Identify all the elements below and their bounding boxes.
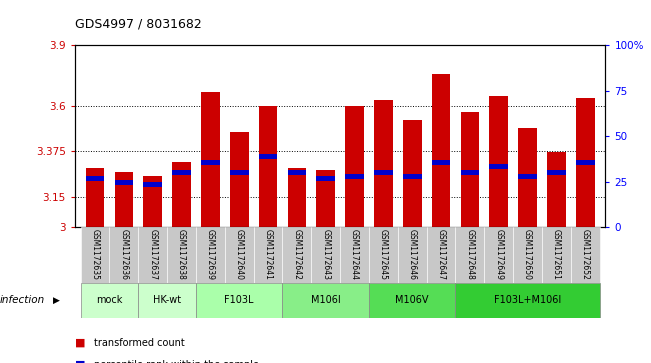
Bar <box>283 283 369 318</box>
Bar <box>340 227 369 283</box>
Bar <box>456 283 600 318</box>
Bar <box>518 128 537 227</box>
Text: infection: infection <box>0 295 46 305</box>
Bar <box>115 180 133 185</box>
Bar <box>288 168 306 227</box>
Text: GSM1172641: GSM1172641 <box>264 229 273 280</box>
Bar <box>426 227 456 283</box>
Bar <box>143 182 162 187</box>
Bar <box>398 227 426 283</box>
Text: GSM1172645: GSM1172645 <box>379 229 388 280</box>
Bar <box>230 170 249 175</box>
Text: GSM1172635: GSM1172635 <box>90 229 100 280</box>
Text: GSM1172636: GSM1172636 <box>119 229 128 280</box>
Text: HK-wt: HK-wt <box>153 295 181 305</box>
Bar <box>311 227 340 283</box>
Text: GSM1172652: GSM1172652 <box>581 229 590 280</box>
Bar <box>172 162 191 227</box>
Text: GSM1172642: GSM1172642 <box>292 229 301 280</box>
Text: F103L: F103L <box>225 295 254 305</box>
Bar <box>345 174 364 179</box>
Text: GSM1172637: GSM1172637 <box>148 229 158 280</box>
Bar <box>138 227 167 283</box>
Bar <box>403 120 422 227</box>
Bar <box>167 227 196 283</box>
Text: ▶: ▶ <box>53 296 61 305</box>
Bar <box>547 170 566 175</box>
Bar <box>513 227 542 283</box>
Text: M106V: M106V <box>396 295 429 305</box>
Bar <box>81 283 138 318</box>
Bar <box>542 227 571 283</box>
Bar <box>143 176 162 227</box>
Bar <box>484 227 513 283</box>
Bar <box>518 174 537 179</box>
Text: GSM1172639: GSM1172639 <box>206 229 215 280</box>
Bar <box>490 96 508 227</box>
Text: GSM1172648: GSM1172648 <box>465 229 475 280</box>
Bar <box>225 227 254 283</box>
Bar <box>258 154 277 159</box>
Text: GSM1172650: GSM1172650 <box>523 229 532 280</box>
Bar <box>369 227 398 283</box>
Bar <box>432 160 450 164</box>
Bar <box>201 92 220 227</box>
Bar <box>172 170 191 175</box>
Text: GSM1172643: GSM1172643 <box>321 229 330 280</box>
Bar <box>432 74 450 227</box>
Bar <box>86 168 104 227</box>
Bar <box>576 98 594 227</box>
Text: ■: ■ <box>75 360 85 363</box>
Bar <box>374 100 393 227</box>
Bar <box>403 174 422 179</box>
Bar <box>571 227 600 283</box>
Text: GSM1172638: GSM1172638 <box>177 229 186 280</box>
Text: GSM1172647: GSM1172647 <box>437 229 445 280</box>
Text: GSM1172651: GSM1172651 <box>552 229 561 280</box>
Bar <box>81 227 109 283</box>
Text: percentile rank within the sample: percentile rank within the sample <box>94 360 259 363</box>
Bar <box>456 227 484 283</box>
Bar <box>201 160 220 164</box>
Bar <box>230 132 249 227</box>
Bar <box>196 283 283 318</box>
Bar <box>288 170 306 175</box>
Text: F103L+M106I: F103L+M106I <box>494 295 561 305</box>
Bar <box>576 160 594 164</box>
Bar <box>86 176 104 181</box>
Bar <box>258 106 277 227</box>
Bar <box>547 152 566 227</box>
Bar <box>345 106 364 227</box>
Text: GSM1172640: GSM1172640 <box>235 229 243 280</box>
Bar <box>196 227 225 283</box>
Bar <box>316 176 335 181</box>
Bar <box>138 283 196 318</box>
Bar <box>254 227 283 283</box>
Bar <box>490 164 508 168</box>
Bar <box>369 283 456 318</box>
Bar <box>283 227 311 283</box>
Text: GSM1172644: GSM1172644 <box>350 229 359 280</box>
Text: M106I: M106I <box>311 295 340 305</box>
Bar <box>115 172 133 227</box>
Text: transformed count: transformed count <box>94 338 185 348</box>
Bar <box>460 170 479 175</box>
Bar <box>374 170 393 175</box>
Bar <box>316 170 335 227</box>
Text: GSM1172646: GSM1172646 <box>408 229 417 280</box>
Bar <box>460 112 479 227</box>
Text: mock: mock <box>96 295 122 305</box>
Text: GDS4997 / 8031682: GDS4997 / 8031682 <box>75 18 202 31</box>
Text: GSM1172649: GSM1172649 <box>494 229 503 280</box>
Bar <box>109 227 138 283</box>
Text: ■: ■ <box>75 338 85 348</box>
